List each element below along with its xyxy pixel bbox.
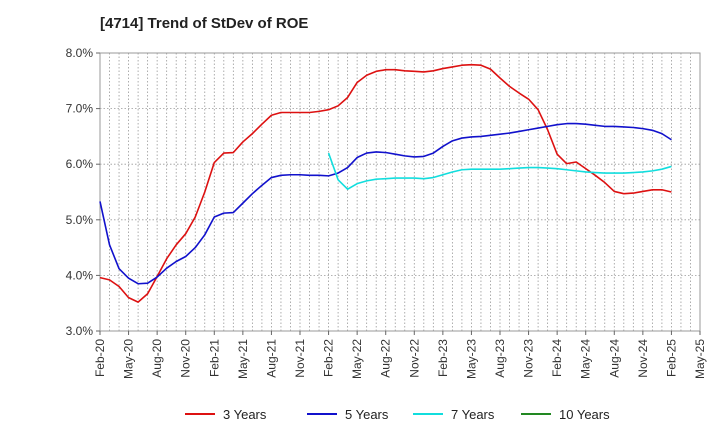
- x-tick-label: Feb-22: [322, 339, 336, 377]
- plot-frame: [99, 52, 701, 332]
- x-tick-label: Aug-24: [607, 339, 621, 378]
- series-line-7-years: [327, 152, 672, 191]
- x-tick-label: Aug-21: [264, 339, 278, 378]
- y-tick-label: 6.0%: [66, 157, 94, 171]
- x-tick-label: Nov-24: [636, 339, 650, 378]
- y-tick-label: 7.0%: [66, 102, 94, 116]
- grid: [99, 52, 701, 332]
- x-tick-label: Aug-20: [150, 339, 164, 378]
- x-tick-label: Nov-22: [407, 339, 421, 378]
- series-line-3-years: [99, 63, 672, 303]
- series-lines: [99, 63, 672, 303]
- axes: 3.0% 4.0% 5.0% 6.0% 7.0% 8.0% Feb-20 May-20 Aug-…: [66, 46, 707, 379]
- y-tick-label: 5.0%: [66, 213, 94, 227]
- x-tick-label: Feb-23: [436, 339, 450, 377]
- legend-label-3-years: 3 Years: [223, 407, 267, 422]
- x-tick-label: Feb-20: [93, 339, 107, 377]
- series-line-5-years: [99, 122, 672, 285]
- y-tick-label: 3.0%: [66, 324, 94, 338]
- legend-label-7-years: 7 Years: [451, 407, 495, 422]
- y-tick-label: 8.0%: [66, 46, 94, 60]
- x-tick-label: Feb-24: [550, 339, 564, 377]
- x-tick-label: May-22: [350, 339, 364, 379]
- legend-label-5-years: 5 Years: [345, 407, 389, 422]
- x-tick-label: Nov-20: [179, 339, 193, 378]
- x-tick-label: May-20: [122, 339, 136, 379]
- x-tick-label: May-25: [693, 339, 707, 379]
- x-tick-label: May-21: [236, 339, 250, 379]
- x-tick-label: Feb-21: [207, 339, 221, 377]
- x-tick-label: Nov-21: [293, 339, 307, 378]
- x-tick-label: Aug-22: [379, 339, 393, 378]
- legend: 3 Years 5 Years 7 Years 10 Years: [185, 407, 610, 422]
- chart-title: [4714] Trend of StDev of ROE: [100, 15, 308, 32]
- legend-label-10-years: 10 Years: [559, 407, 610, 422]
- x-tick-label: May-24: [579, 339, 593, 379]
- x-tick-label: Aug-23: [493, 339, 507, 378]
- x-tick-label: Nov-23: [522, 339, 536, 378]
- x-tick-label: Feb-25: [664, 339, 678, 377]
- y-tick-label: 4.0%: [66, 268, 94, 282]
- x-tick-label: May-23: [464, 339, 478, 379]
